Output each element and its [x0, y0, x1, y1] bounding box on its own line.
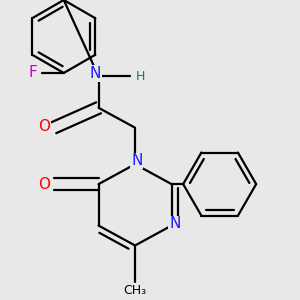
- Text: F: F: [28, 65, 37, 80]
- Text: N: N: [131, 153, 142, 168]
- Text: N: N: [169, 216, 181, 231]
- Text: N: N: [90, 66, 101, 81]
- Text: H: H: [136, 70, 146, 83]
- Text: CH₃: CH₃: [124, 284, 147, 297]
- Text: O: O: [38, 177, 50, 192]
- Text: O: O: [38, 118, 50, 134]
